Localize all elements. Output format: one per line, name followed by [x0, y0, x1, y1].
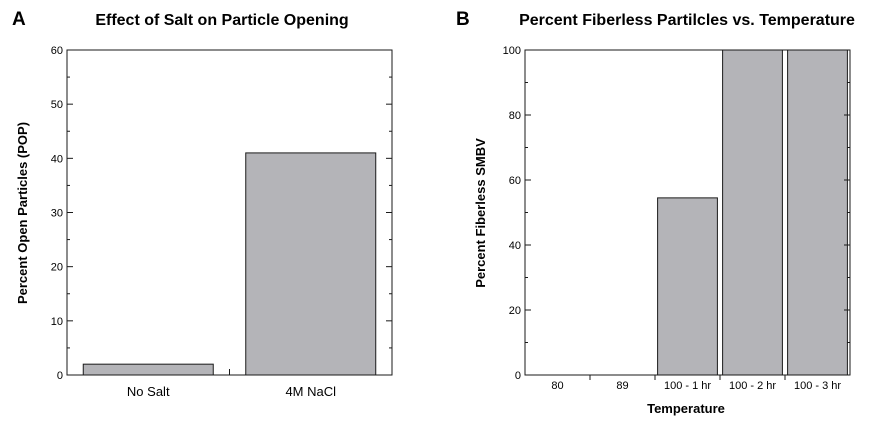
panel-b-y-axis-label: Percent Fiberless SMBV [473, 138, 488, 288]
panel-a-y-tick-label-6: 60 [51, 45, 63, 57]
panel-b-y-tick-label-3: 60 [509, 175, 521, 187]
panel-a-y-tick-label-5: 50 [51, 99, 63, 111]
panel-a-chart: A Effect of Salt on Particle Opening Per… [12, 9, 393, 399]
panel-a-y-tick-label-0: 0 [57, 370, 63, 382]
panel-b-bar-2 [657, 197, 718, 376]
panel-a-bar-0 [82, 363, 214, 376]
panel-a-category-label-0: No Salt [127, 384, 170, 399]
panel-b-y-tick-label-0: 0 [515, 370, 521, 382]
panel-b-category-label-3: 100 - 2 hr [729, 380, 776, 392]
panel-b-category-label-2: 100 - 1 hr [664, 380, 711, 392]
panel-a-y-tick-label-2: 20 [51, 262, 63, 274]
panel-a-title: Effect of Salt on Particle Opening [95, 12, 348, 29]
panel-a-letter: A [12, 9, 26, 30]
panel-a-y-tick-label-4: 40 [51, 153, 63, 165]
panel-b-plot-frame [524, 49, 851, 376]
panel-b-title: Percent Fiberless Partilcles vs. Tempera… [519, 12, 855, 29]
panel-b-chart: B Percent Fiberless Partilcles vs. Tempe… [456, 9, 855, 416]
panel-b-bar-3 [722, 49, 783, 376]
panel-b-y-tick-label-1: 20 [509, 305, 521, 317]
panel-a-y-tick-label-3: 30 [51, 208, 63, 220]
panel-b-category-label-0: 80 [551, 380, 563, 392]
panel-b-x-axis-label: Temperature [647, 401, 725, 416]
panel-a-plot-frame [66, 49, 393, 376]
panel-a-y-axis-label: Percent Open Particles (POP) [15, 122, 30, 304]
panel-b-y-tick-label-2: 40 [509, 240, 521, 252]
panel-b-y-tick-label-5: 100 [503, 45, 521, 57]
panel-a-category-label-1: 4M NaCl [285, 384, 336, 399]
panel-b-bar-4 [787, 49, 848, 376]
panel-b-category-label-1: 89 [616, 380, 628, 392]
panel-b-y-tick-label-4: 80 [509, 110, 521, 122]
panel-a-bar-1 [245, 152, 377, 376]
panel-b-category-label-4: 100 - 3 hr [794, 380, 841, 392]
panel-b-letter: B [456, 9, 470, 30]
panel-a-y-tick-label-1: 10 [51, 316, 63, 328]
